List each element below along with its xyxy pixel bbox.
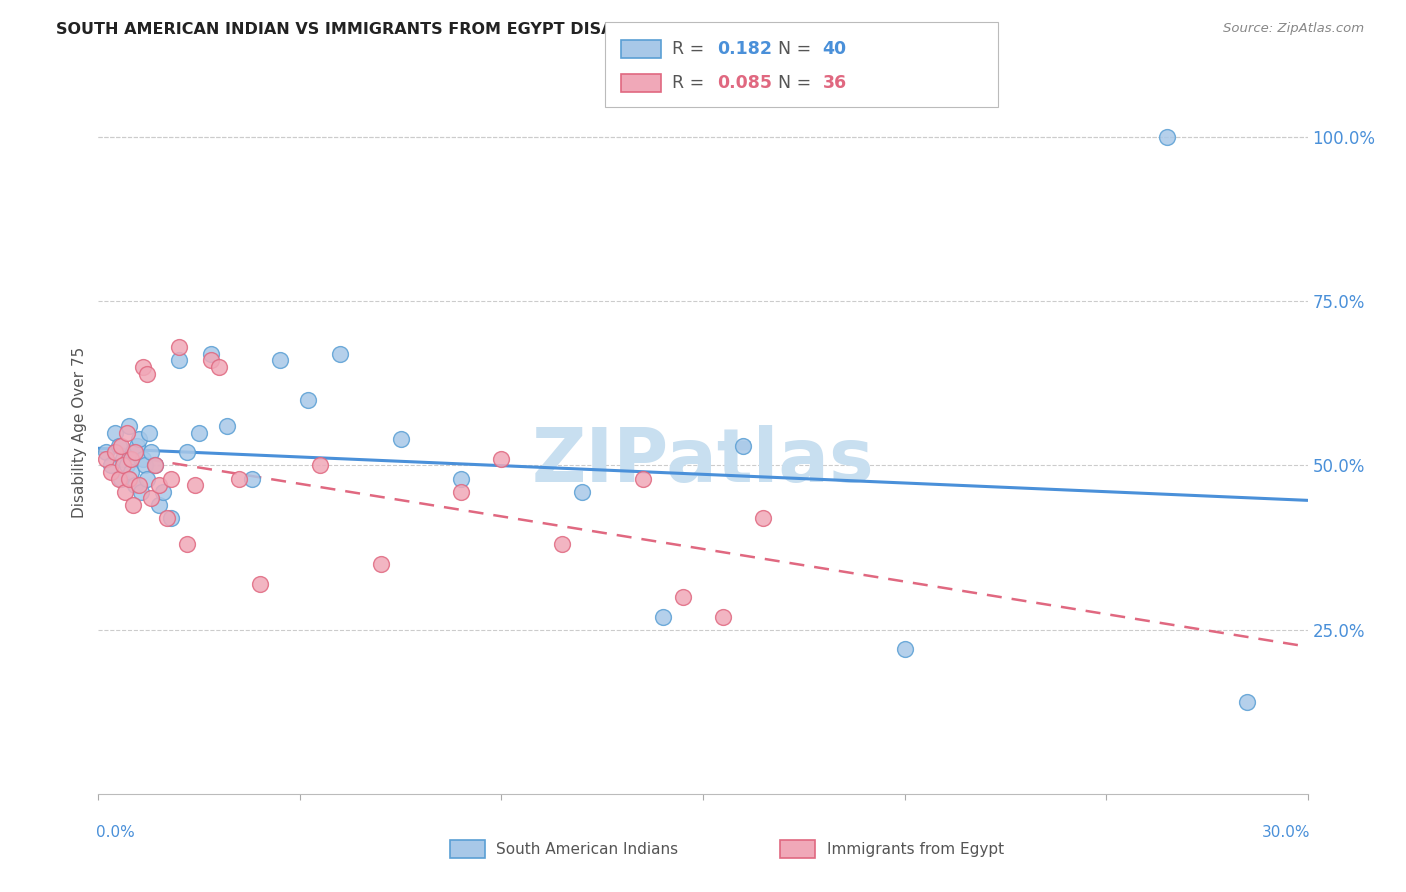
- Point: [148, 478, 170, 492]
- Point: [389, 432, 412, 446]
- Text: 30.0%: 30.0%: [1263, 825, 1310, 840]
- Point: [129, 484, 152, 499]
- Point: [96, 451, 118, 466]
- Point: [132, 359, 155, 374]
- Point: [297, 392, 319, 407]
- Point: [143, 458, 166, 473]
- Point: [118, 472, 141, 486]
- Text: R =: R =: [672, 74, 710, 92]
- Point: [228, 472, 250, 486]
- Point: [176, 445, 198, 459]
- Text: Immigrants from Egypt: Immigrants from Egypt: [827, 842, 1004, 856]
- Point: [100, 458, 122, 473]
- Point: [217, 419, 239, 434]
- Point: [138, 425, 160, 440]
- Point: [176, 537, 198, 551]
- Point: [249, 576, 271, 591]
- Point: [631, 472, 654, 486]
- Point: [135, 472, 157, 486]
- Text: N =: N =: [778, 74, 817, 92]
- Point: [132, 451, 155, 466]
- Point: [143, 458, 166, 473]
- Point: [103, 445, 125, 459]
- Point: [309, 458, 332, 473]
- Point: [120, 451, 142, 466]
- Point: [167, 340, 190, 354]
- Point: [128, 432, 150, 446]
- Text: 0.182: 0.182: [717, 40, 772, 58]
- Text: 40: 40: [823, 40, 846, 58]
- Point: [1156, 130, 1178, 145]
- Text: ZIPatlas: ZIPatlas: [531, 425, 875, 498]
- Point: [240, 472, 263, 486]
- Point: [208, 359, 231, 374]
- Point: [450, 484, 472, 499]
- Point: [152, 484, 174, 499]
- Point: [118, 419, 141, 434]
- Point: [124, 478, 146, 492]
- Point: [571, 484, 593, 499]
- Point: [114, 484, 136, 499]
- Text: 0.085: 0.085: [717, 74, 772, 92]
- Point: [139, 445, 162, 459]
- Point: [167, 353, 190, 368]
- Text: 0.0%: 0.0%: [96, 825, 135, 840]
- Point: [269, 353, 291, 368]
- Text: SOUTH AMERICAN INDIAN VS IMMIGRANTS FROM EGYPT DISABILITY AGE OVER 75 CORRELATIO: SOUTH AMERICAN INDIAN VS IMMIGRANTS FROM…: [56, 22, 993, 37]
- Point: [450, 472, 472, 486]
- Point: [134, 458, 156, 473]
- Point: [188, 425, 211, 440]
- Text: Source: ZipAtlas.com: Source: ZipAtlas.com: [1223, 22, 1364, 36]
- Point: [200, 347, 222, 361]
- Point: [893, 642, 915, 657]
- Point: [184, 478, 207, 492]
- Point: [160, 511, 183, 525]
- Point: [752, 511, 775, 525]
- Point: [120, 465, 142, 479]
- Point: [115, 458, 138, 473]
- Point: [491, 451, 513, 466]
- Point: [111, 451, 134, 466]
- Point: [107, 472, 129, 486]
- Point: [711, 609, 734, 624]
- Point: [733, 439, 755, 453]
- Text: N =: N =: [778, 40, 817, 58]
- Point: [110, 472, 132, 486]
- Y-axis label: Disability Age Over 75: Disability Age Over 75: [72, 347, 87, 518]
- Point: [96, 445, 118, 459]
- Point: [139, 491, 162, 506]
- Point: [103, 425, 125, 440]
- Point: [672, 590, 695, 604]
- Point: [110, 439, 132, 453]
- Point: [148, 498, 170, 512]
- Point: [107, 439, 129, 453]
- Text: R =: R =: [672, 40, 710, 58]
- Point: [111, 458, 134, 473]
- Point: [651, 609, 673, 624]
- Point: [115, 425, 138, 440]
- Text: South American Indians: South American Indians: [496, 842, 679, 856]
- Point: [370, 557, 392, 571]
- Point: [125, 439, 148, 453]
- Point: [124, 445, 146, 459]
- Point: [128, 478, 150, 492]
- Point: [160, 472, 183, 486]
- Text: 36: 36: [823, 74, 846, 92]
- Point: [1236, 695, 1258, 709]
- Point: [329, 347, 352, 361]
- Point: [200, 353, 222, 368]
- Point: [100, 465, 122, 479]
- Point: [121, 498, 143, 512]
- Point: [135, 367, 157, 381]
- Point: [121, 445, 143, 459]
- Point: [156, 511, 179, 525]
- Point: [551, 537, 574, 551]
